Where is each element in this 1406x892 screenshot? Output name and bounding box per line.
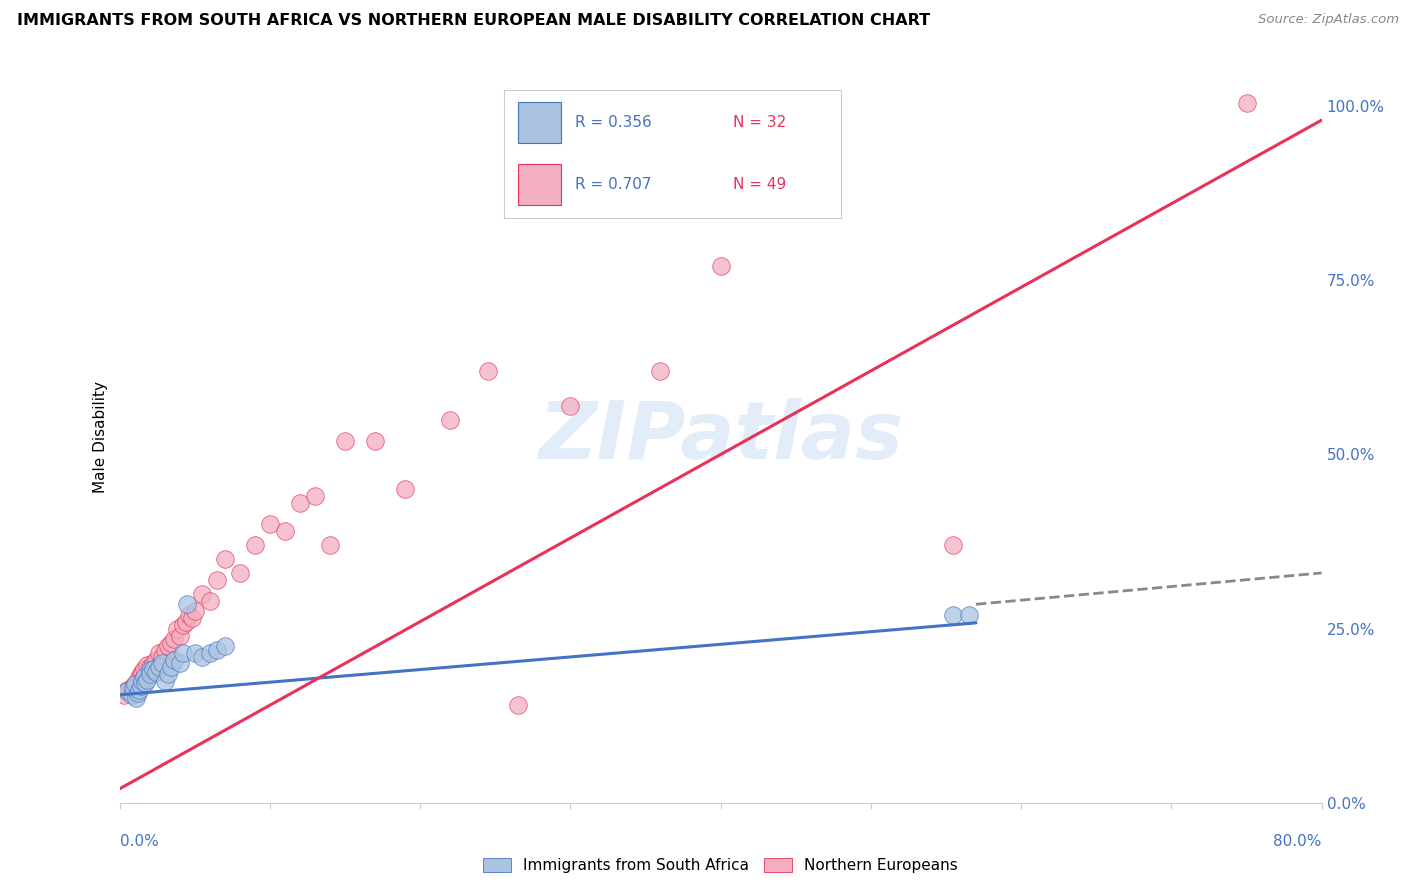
Point bbox=[127, 686, 149, 700]
Point bbox=[177, 607, 200, 622]
Point bbox=[156, 667, 179, 681]
Point bbox=[118, 686, 141, 700]
Point bbox=[709, 260, 731, 274]
Point bbox=[142, 657, 165, 671]
Point bbox=[506, 698, 529, 713]
Point bbox=[145, 665, 167, 679]
Point bbox=[159, 660, 181, 674]
Point bbox=[394, 483, 416, 497]
Point bbox=[172, 618, 194, 632]
Point bbox=[180, 611, 202, 625]
Point bbox=[128, 682, 150, 697]
Point bbox=[205, 573, 228, 587]
Point bbox=[274, 524, 297, 538]
Point bbox=[135, 657, 157, 672]
Point bbox=[153, 673, 176, 688]
Point bbox=[364, 434, 387, 448]
Point bbox=[957, 607, 980, 622]
Point bbox=[131, 665, 153, 679]
Point bbox=[304, 489, 326, 503]
Point bbox=[191, 587, 214, 601]
Point bbox=[121, 688, 143, 702]
Point bbox=[128, 670, 150, 684]
Point bbox=[148, 646, 170, 660]
Point bbox=[198, 646, 221, 660]
Point bbox=[138, 660, 160, 674]
Point bbox=[166, 622, 188, 636]
Point bbox=[172, 646, 194, 660]
Point bbox=[560, 399, 582, 413]
Point bbox=[319, 538, 342, 552]
Point bbox=[134, 676, 156, 690]
Point bbox=[176, 597, 198, 611]
Y-axis label: Male Disability: Male Disability bbox=[93, 381, 108, 493]
Point bbox=[159, 635, 181, 649]
Text: Source: ZipAtlas.com: Source: ZipAtlas.com bbox=[1258, 13, 1399, 27]
Point bbox=[148, 660, 170, 674]
Point bbox=[333, 434, 356, 448]
Point bbox=[439, 412, 461, 426]
Point bbox=[169, 657, 191, 671]
Point bbox=[132, 662, 155, 676]
Point bbox=[138, 664, 160, 678]
Point bbox=[112, 688, 135, 702]
Point bbox=[288, 496, 311, 510]
Point bbox=[205, 642, 228, 657]
Point bbox=[228, 566, 252, 580]
Point bbox=[115, 684, 138, 698]
Point bbox=[243, 538, 266, 552]
Point bbox=[477, 364, 499, 378]
Point bbox=[214, 552, 236, 566]
Point bbox=[129, 667, 152, 681]
Point bbox=[135, 673, 157, 688]
Point bbox=[150, 649, 173, 664]
Point bbox=[122, 681, 145, 695]
Point bbox=[150, 657, 173, 671]
Point bbox=[125, 691, 148, 706]
Point bbox=[259, 517, 281, 532]
Point bbox=[124, 677, 146, 691]
Point bbox=[183, 604, 205, 618]
Point bbox=[115, 682, 138, 697]
Point bbox=[162, 632, 184, 646]
Point bbox=[191, 649, 214, 664]
Text: 80.0%: 80.0% bbox=[1274, 834, 1322, 849]
Point bbox=[142, 662, 165, 676]
Point bbox=[1236, 95, 1258, 110]
Point bbox=[125, 676, 148, 690]
Point bbox=[122, 679, 145, 693]
Point bbox=[131, 673, 153, 688]
Text: 0.0%: 0.0% bbox=[120, 834, 159, 849]
Text: ZIPatlas: ZIPatlas bbox=[538, 398, 903, 476]
Point bbox=[169, 629, 191, 643]
Point bbox=[214, 639, 236, 653]
Point bbox=[174, 615, 197, 629]
Point bbox=[138, 667, 160, 681]
Point bbox=[650, 364, 672, 378]
Text: IMMIGRANTS FROM SOUTH AFRICA VS NORTHERN EUROPEAN MALE DISABILITY CORRELATION CH: IMMIGRANTS FROM SOUTH AFRICA VS NORTHERN… bbox=[17, 13, 929, 29]
Point bbox=[942, 538, 965, 552]
Point bbox=[129, 679, 152, 693]
Legend: Immigrants from South Africa, Northern Europeans: Immigrants from South Africa, Northern E… bbox=[477, 852, 965, 880]
Point bbox=[198, 594, 221, 608]
Point bbox=[145, 653, 167, 667]
Point bbox=[156, 639, 179, 653]
Point bbox=[124, 681, 146, 695]
Point bbox=[183, 646, 205, 660]
Point bbox=[942, 607, 965, 622]
Point bbox=[132, 670, 155, 684]
Point bbox=[162, 653, 184, 667]
Point bbox=[153, 642, 176, 657]
